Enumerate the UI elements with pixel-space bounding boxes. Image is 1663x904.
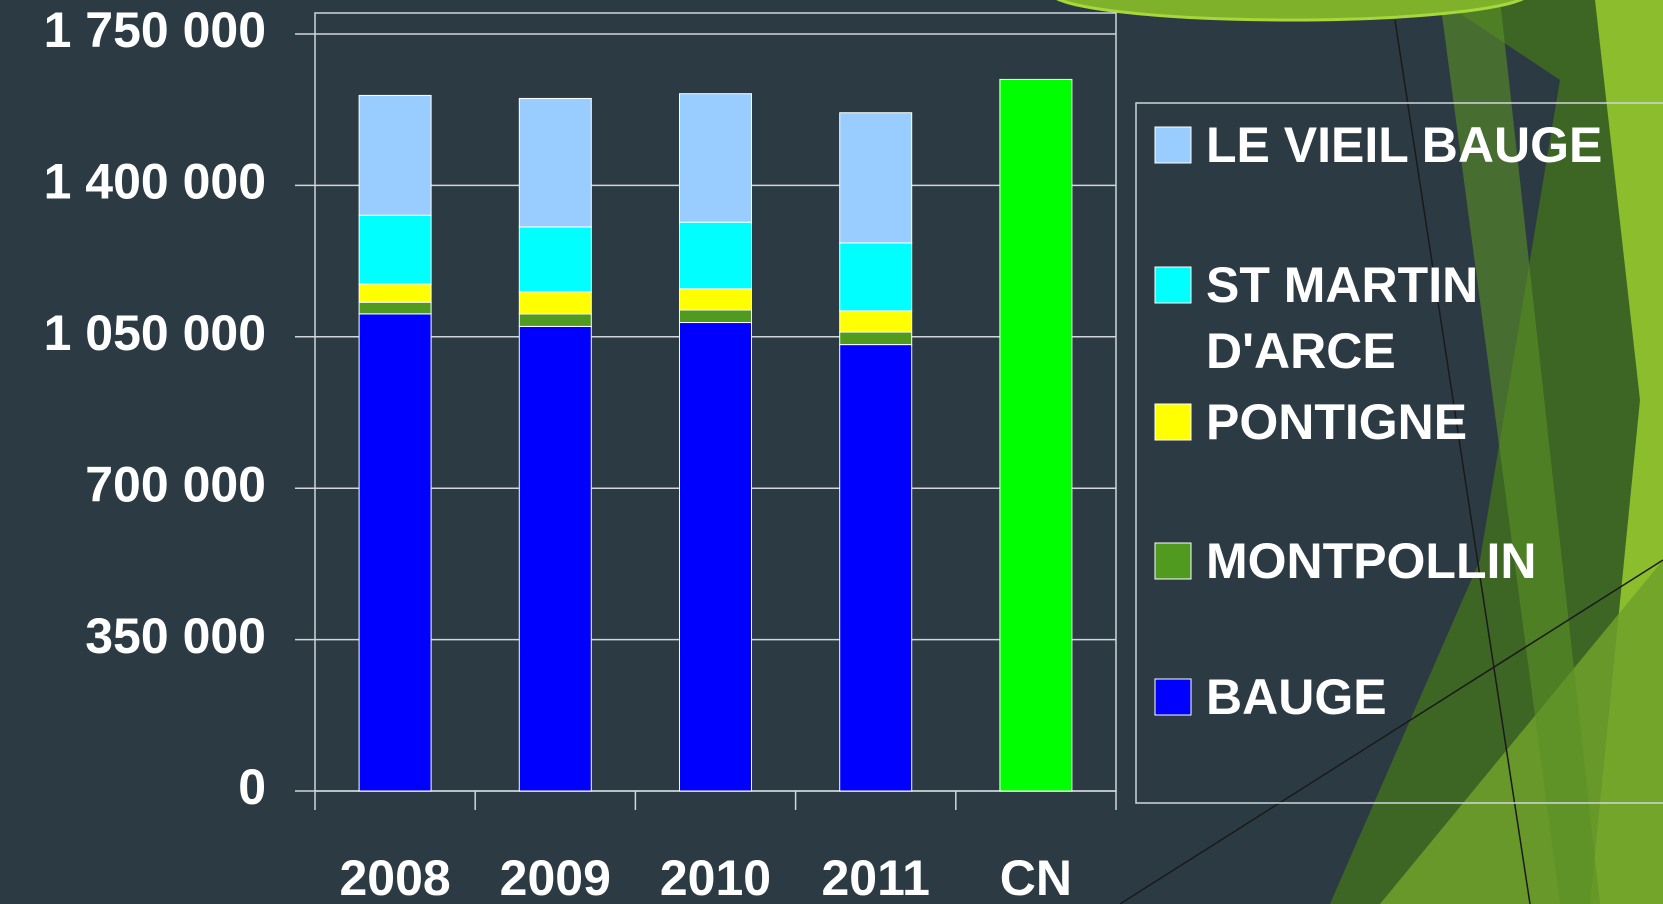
legend-label: MONTPOLLIN bbox=[1206, 528, 1663, 594]
bar-segment bbox=[840, 311, 912, 332]
bar-segment bbox=[680, 323, 752, 791]
page: {"chart_data": { "type": "bar", "stacked… bbox=[0, 0, 1663, 904]
legend-item: MONTPOLLIN bbox=[1206, 528, 1663, 668]
legend-item: ST MARTIN D'ARCE bbox=[1206, 252, 1663, 392]
bar-segment bbox=[359, 95, 431, 215]
legend-item: LE VIEIL BAUGE bbox=[1206, 112, 1663, 252]
x-tick-label: 2011 bbox=[821, 850, 929, 904]
bar-segment bbox=[519, 326, 591, 791]
bar-segment bbox=[359, 284, 431, 302]
y-tick-label: 1 750 000 bbox=[44, 2, 266, 58]
legend-label: LE VIEIL BAUGE bbox=[1206, 112, 1663, 178]
bar-segment bbox=[519, 292, 591, 314]
bar-segment bbox=[840, 332, 912, 345]
bar-segment bbox=[680, 310, 752, 323]
legend-swatch bbox=[1155, 404, 1191, 440]
y-tick-label: 0 bbox=[238, 759, 266, 815]
legend-swatch bbox=[1155, 127, 1191, 163]
x-tick-label: 2009 bbox=[500, 850, 611, 904]
y-tick-label: 350 000 bbox=[85, 608, 266, 664]
legend-swatch bbox=[1155, 543, 1191, 579]
bar-segment bbox=[840, 243, 912, 311]
bar-segment bbox=[359, 215, 431, 284]
bar-segment bbox=[359, 302, 431, 314]
bar-segment bbox=[519, 227, 591, 292]
x-tick-label: 2010 bbox=[660, 850, 771, 904]
bar-segment bbox=[840, 113, 912, 243]
bar-segment bbox=[840, 345, 912, 791]
legend-label: PONTIGNE bbox=[1206, 389, 1663, 455]
legend-label: ST MARTIN D'ARCE bbox=[1206, 252, 1663, 384]
y-tick-label: 1 050 000 bbox=[44, 305, 266, 361]
bar-segment bbox=[1000, 79, 1072, 791]
plot: 0 350 000 700 000 1 050 000 1 400 000 1 750 0… bbox=[44, 2, 1116, 904]
bar-segment bbox=[680, 289, 752, 310]
bar-segment bbox=[680, 94, 752, 222]
bar-segment bbox=[680, 222, 752, 289]
bar-segment bbox=[519, 314, 591, 327]
x-tick-label: 2008 bbox=[339, 850, 450, 904]
legend-item: PONTIGNE bbox=[1206, 389, 1663, 529]
legend-swatch bbox=[1155, 267, 1191, 303]
bar-segment bbox=[519, 98, 591, 226]
legend-swatch bbox=[1155, 679, 1191, 715]
y-tick-label: 700 000 bbox=[85, 456, 266, 512]
legend-item: BAUGE bbox=[1206, 664, 1663, 804]
legend-label: BAUGE bbox=[1206, 664, 1663, 730]
chart: 0 350 000 700 000 1 050 000 1 400 000 1 750 0… bbox=[0, 0, 1663, 904]
x-tick-label: CN bbox=[1000, 850, 1072, 904]
bar-segment bbox=[359, 314, 431, 791]
y-tick-label: 1 400 000 bbox=[44, 154, 266, 210]
